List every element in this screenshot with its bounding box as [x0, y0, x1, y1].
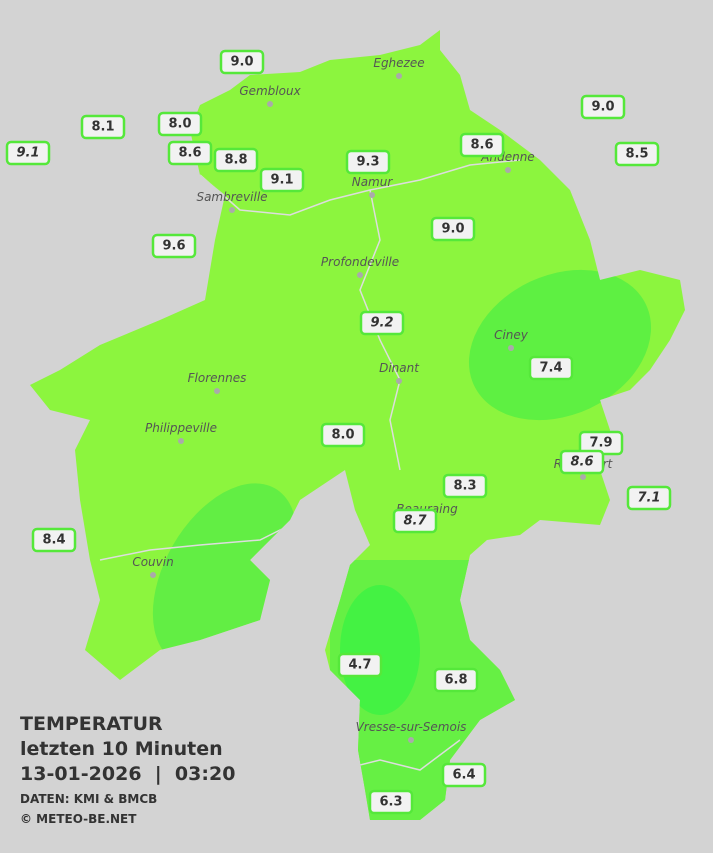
city-label: Couvin	[132, 555, 173, 569]
city-label: Eghezee	[373, 56, 424, 70]
cold-zone	[340, 585, 420, 715]
city-dot	[267, 101, 273, 107]
station-box	[337, 652, 383, 678]
subtitle: letzten 10 Minuten	[20, 738, 223, 760]
station-value: 9.6	[162, 239, 185, 254]
station-value: 4.7	[348, 658, 371, 673]
station-value: 7.4	[539, 361, 562, 376]
station-box	[433, 667, 479, 693]
city-dot	[178, 438, 184, 444]
river	[359, 189, 401, 471]
city-label: Ciney	[494, 328, 529, 342]
city-dot	[357, 272, 363, 278]
station-value: 8.5	[625, 147, 648, 162]
station-box	[392, 508, 438, 534]
city-dot	[408, 737, 414, 743]
station-value: 8.3	[453, 479, 476, 494]
station-value: 8.0	[168, 117, 191, 132]
city-dot	[369, 192, 375, 198]
station-value: 8.4	[42, 533, 65, 548]
city-label: Gembloux	[239, 84, 301, 98]
city-label: Profondeville	[321, 255, 399, 269]
station-value: 8.7	[403, 514, 427, 529]
station-box	[430, 216, 476, 242]
station-box	[259, 167, 305, 193]
station-value: 7.1	[637, 491, 660, 506]
title: TEMPERATUR	[20, 713, 163, 735]
station-value: 6.4	[452, 768, 475, 783]
station-value: 8.6	[470, 138, 493, 153]
station-box	[167, 140, 213, 166]
station-value: 7.9	[589, 436, 612, 451]
city-label: Florennes	[188, 371, 247, 385]
city-dot	[396, 378, 402, 384]
station-box	[528, 355, 574, 381]
station-value: 8.0	[331, 428, 354, 443]
city-label: Sambreville	[196, 190, 267, 204]
station-value: 6.8	[444, 673, 467, 688]
station-box	[626, 485, 672, 511]
city-dot	[580, 474, 586, 480]
station-box	[80, 114, 126, 140]
station-box	[320, 422, 366, 448]
station-value: 6.3	[379, 795, 402, 810]
station-value: 9.1	[16, 146, 39, 161]
city-label: Philippeville	[145, 421, 217, 435]
station-value: 8.6	[178, 146, 201, 161]
station-box	[219, 49, 265, 75]
datetime: 13-01-2026 | 03:20	[20, 763, 235, 785]
river	[199, 159, 521, 216]
river	[99, 519, 301, 561]
station-value: 9.0	[230, 55, 253, 70]
station-value: 9.0	[441, 222, 464, 237]
station-box	[5, 140, 51, 166]
station-value: 8.6	[570, 455, 593, 470]
station-value: 9.3	[356, 155, 379, 170]
station-box	[441, 762, 487, 788]
station-box	[614, 141, 660, 167]
station-box	[580, 94, 626, 120]
station-box	[442, 473, 488, 499]
station-box	[368, 789, 414, 815]
city-dot	[505, 167, 511, 173]
station-box	[151, 233, 197, 259]
station-value: 9.0	[591, 100, 614, 115]
city-label: Dinant	[379, 361, 420, 375]
station-value: 9.1	[270, 173, 293, 188]
city-label: Vresse-sur-Semois	[356, 720, 467, 734]
station-value: 8.1	[91, 120, 114, 135]
copyright: © METEO-BE.NET	[20, 812, 137, 826]
city-dot	[396, 73, 402, 79]
cold-zone	[468, 269, 652, 421]
station-box	[31, 527, 77, 553]
station-box	[345, 149, 391, 175]
source: DATEN: KMI & BMCB	[20, 792, 157, 806]
station-value: 9.2	[370, 316, 393, 331]
station-box	[359, 310, 405, 336]
station-box	[213, 147, 259, 173]
city-dot	[508, 345, 514, 351]
city-label: Namur	[352, 175, 394, 189]
city-dot	[229, 207, 235, 213]
city-dot	[150, 572, 156, 578]
station-box	[157, 111, 203, 137]
city-dot	[214, 388, 220, 394]
station-box	[559, 449, 605, 475]
station-box	[459, 132, 505, 158]
station-value: 8.8	[224, 153, 247, 168]
